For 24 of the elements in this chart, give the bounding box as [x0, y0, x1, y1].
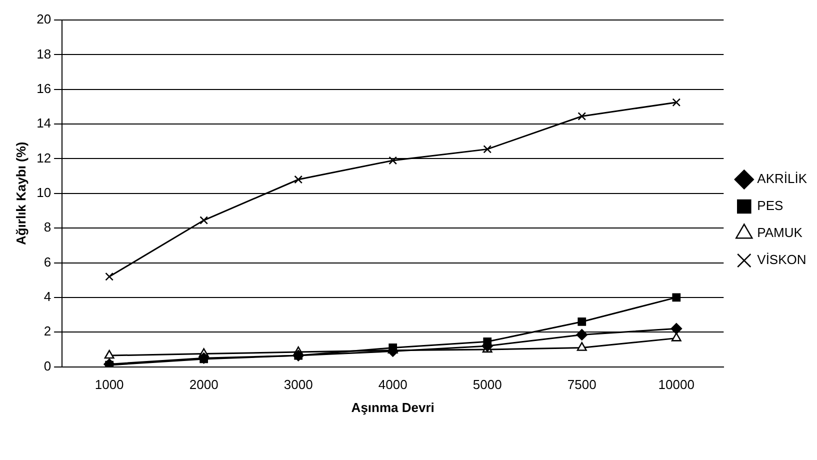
x-tick-label: 5000 — [472, 377, 502, 392]
y-tick-label: 18 — [36, 46, 52, 62]
legend-label: VİSKON — [757, 252, 806, 268]
y-tick-label: 20 — [36, 12, 52, 27]
y-tick-label: 8 — [44, 220, 52, 235]
y-tick-label: 16 — [36, 80, 52, 96]
x-tick-label: 1000 — [94, 377, 124, 392]
y-tick-label: 12 — [36, 150, 52, 166]
legend-label: AKRİLİK — [757, 171, 808, 186]
y-tick-label: 2 — [44, 324, 52, 339]
y-axis-title: Ağırlık Kaybı (%) — [13, 142, 28, 246]
y-tick-label: 14 — [36, 116, 52, 131]
legend-label: PAMUK — [757, 225, 803, 240]
legend-label: PES — [757, 198, 784, 214]
x-tick-label: 10000 — [658, 377, 694, 392]
x-axis-title: Aşınma Devri — [351, 400, 434, 415]
y-tick-label: 6 — [44, 254, 52, 270]
y-tick-label: 10 — [36, 184, 52, 200]
y-tick-label: 0 — [44, 358, 52, 374]
x-tick-label: 2000 — [189, 377, 218, 392]
y-tick-label: 4 — [44, 289, 52, 304]
x-tick-label: 3000 — [284, 377, 313, 392]
x-tick-label: 4000 — [378, 377, 408, 392]
x-tick-label: 7500 — [567, 377, 596, 392]
